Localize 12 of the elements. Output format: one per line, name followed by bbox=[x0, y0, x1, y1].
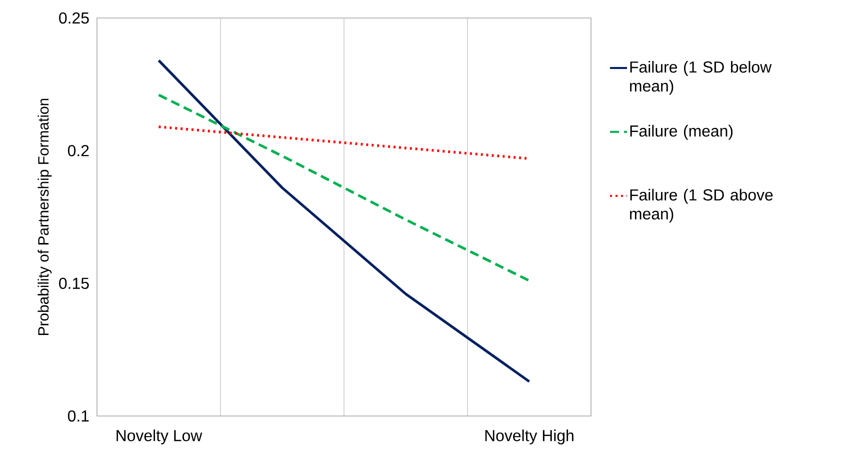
y-tick-label: 0.1 bbox=[68, 410, 89, 422]
x-tick-label: Novelty Low bbox=[116, 430, 202, 444]
legend-label: Failure (1 SD above mean) bbox=[630, 188, 773, 223]
y-tick-label: 0.25 bbox=[59, 12, 89, 24]
y-axis-title: Probability of Partnership Formation bbox=[38, 98, 52, 335]
line-series bbox=[157, 59, 531, 383]
y-tick-label: 0.2 bbox=[68, 145, 89, 156]
line-series bbox=[157, 94, 531, 282]
legend-label: Failure (mean) bbox=[630, 124, 733, 140]
y-tick-label: 0.15 bbox=[59, 278, 89, 289]
legend-label: Failure (1 SD below mean) bbox=[630, 60, 772, 95]
x-tick-label: Novelty High bbox=[485, 430, 574, 444]
